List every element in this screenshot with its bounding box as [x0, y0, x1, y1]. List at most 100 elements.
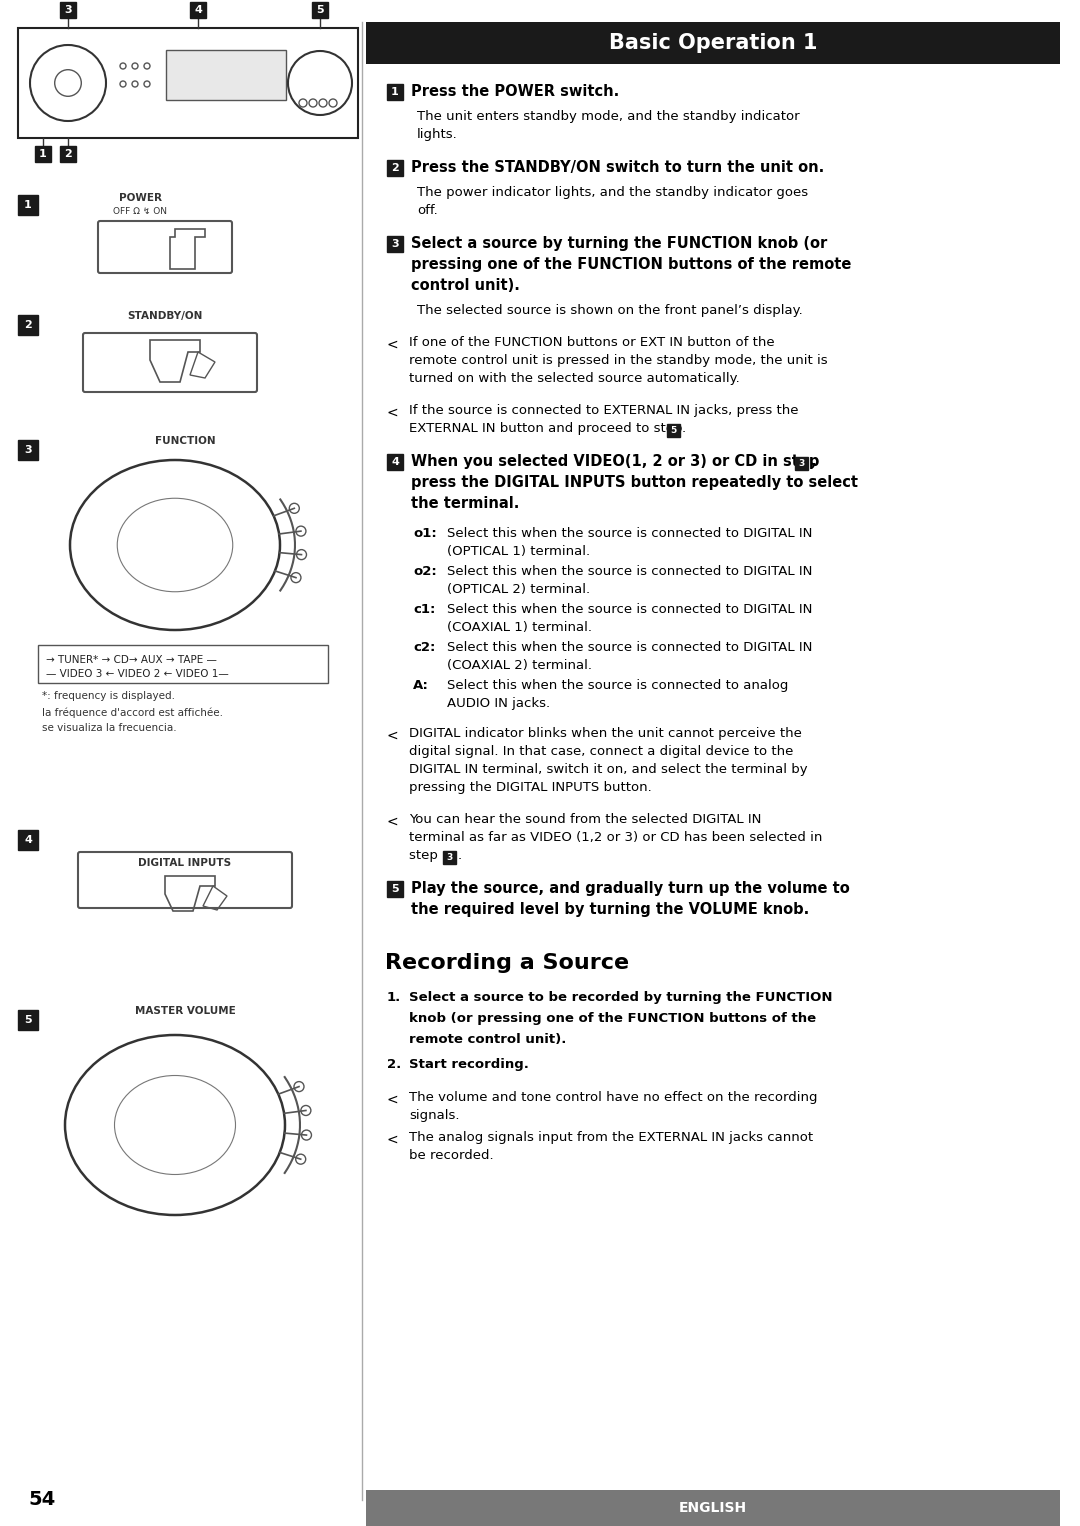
FancyBboxPatch shape	[387, 160, 403, 175]
Text: o2:: o2:	[413, 565, 436, 578]
Text: 4: 4	[24, 835, 32, 845]
Text: (COAXIAL 1) terminal.: (COAXIAL 1) terminal.	[447, 621, 592, 633]
Text: <: <	[387, 406, 399, 420]
Text: off.: off.	[417, 204, 437, 217]
Text: digital signal. In that case, connect a digital device to the: digital signal. In that case, connect a …	[409, 745, 794, 758]
Text: 2: 2	[24, 320, 32, 330]
FancyBboxPatch shape	[83, 333, 257, 392]
FancyBboxPatch shape	[60, 146, 76, 162]
Text: ,: ,	[810, 455, 815, 468]
FancyBboxPatch shape	[795, 456, 808, 470]
Text: .: .	[681, 423, 686, 435]
Text: step: step	[409, 848, 442, 862]
Text: c1:: c1:	[413, 603, 435, 617]
Text: 4: 4	[194, 5, 202, 15]
FancyBboxPatch shape	[98, 221, 232, 273]
Text: remote control unit is pressed in the standby mode, the unit is: remote control unit is pressed in the st…	[409, 354, 827, 366]
Text: the terminal.: the terminal.	[411, 496, 519, 511]
Text: 3: 3	[391, 240, 399, 249]
Text: control unit).: control unit).	[411, 278, 519, 293]
Text: 1: 1	[24, 200, 32, 211]
Text: Select this when the source is connected to DIGITAL IN: Select this when the source is connected…	[447, 641, 812, 655]
Text: (OPTICAL 2) terminal.: (OPTICAL 2) terminal.	[447, 583, 590, 597]
FancyBboxPatch shape	[312, 2, 328, 18]
Text: 3: 3	[446, 853, 453, 862]
Text: EXTERNAL IN button and proceed to step: EXTERNAL IN button and proceed to step	[409, 423, 687, 435]
Text: 3: 3	[798, 459, 805, 468]
Text: DIGITAL IN terminal, switch it on, and select the terminal by: DIGITAL IN terminal, switch it on, and s…	[409, 763, 808, 777]
Text: 3: 3	[64, 5, 71, 15]
Text: FUNCTION: FUNCTION	[154, 436, 215, 446]
Text: terminal as far as VIDEO (1,2 or 3) or CD has been selected in: terminal as far as VIDEO (1,2 or 3) or C…	[409, 832, 822, 844]
Text: 2: 2	[391, 163, 399, 172]
Text: knob (or pressing one of the FUNCTION buttons of the: knob (or pressing one of the FUNCTION bu…	[409, 1012, 816, 1025]
Text: The volume and tone control have no effect on the recording: The volume and tone control have no effe…	[409, 1091, 818, 1103]
Text: You can hear the sound from the selected DIGITAL IN: You can hear the sound from the selected…	[409, 813, 761, 826]
Text: pressing the DIGITAL INPUTS button.: pressing the DIGITAL INPUTS button.	[409, 781, 651, 794]
Text: Select a source to be recorded by turning the FUNCTION: Select a source to be recorded by turnin…	[409, 990, 833, 1004]
Text: STANDBY/ON: STANDBY/ON	[127, 311, 203, 320]
Text: la fréquence d'accord est affichée.: la fréquence d'accord est affichée.	[42, 707, 222, 717]
Text: pressing one of the FUNCTION buttons of the remote: pressing one of the FUNCTION buttons of …	[411, 256, 851, 272]
Text: 1.: 1.	[387, 990, 402, 1004]
Text: — VIDEO 3 ← VIDEO 2 ← VIDEO 1—: — VIDEO 3 ← VIDEO 2 ← VIDEO 1—	[46, 668, 229, 679]
Text: the required level by turning the VOLUME knob.: the required level by turning the VOLUME…	[411, 902, 809, 917]
Text: Start recording.: Start recording.	[409, 1058, 529, 1071]
Text: 1: 1	[39, 150, 46, 159]
Text: (OPTICAL 1) terminal.: (OPTICAL 1) terminal.	[447, 545, 590, 559]
Text: 4: 4	[391, 456, 399, 467]
Text: 5: 5	[24, 1015, 31, 1025]
FancyBboxPatch shape	[18, 314, 38, 336]
FancyBboxPatch shape	[38, 645, 328, 684]
Text: <: <	[387, 1093, 399, 1106]
Text: 3: 3	[24, 446, 31, 455]
Text: 2.: 2.	[387, 1058, 402, 1071]
FancyBboxPatch shape	[35, 146, 51, 162]
Text: Play the source, and gradually turn up the volume to: Play the source, and gradually turn up t…	[411, 881, 850, 896]
Text: The selected source is shown on the front panel’s display.: The selected source is shown on the fron…	[417, 304, 802, 317]
FancyBboxPatch shape	[387, 881, 403, 897]
Text: <: <	[387, 1132, 399, 1148]
FancyBboxPatch shape	[78, 852, 292, 908]
Text: Select this when the source is connected to DIGITAL IN: Select this when the source is connected…	[447, 565, 812, 578]
Text: <: <	[387, 815, 399, 829]
Text: If one of the FUNCTION buttons or EXT IN button of the: If one of the FUNCTION buttons or EXT IN…	[409, 336, 774, 349]
Text: Select this when the source is connected to DIGITAL IN: Select this when the source is connected…	[447, 603, 812, 617]
FancyBboxPatch shape	[60, 2, 76, 18]
FancyBboxPatch shape	[387, 84, 403, 101]
Text: A:: A:	[413, 679, 429, 691]
Text: When you selected VIDEO(1, 2 or 3) or CD in step: When you selected VIDEO(1, 2 or 3) or CD…	[411, 455, 824, 468]
Text: be recorded.: be recorded.	[409, 1149, 494, 1161]
Text: press the DIGITAL INPUTS button repeatedly to select: press the DIGITAL INPUTS button repeated…	[411, 475, 858, 490]
Text: AUDIO IN jacks.: AUDIO IN jacks.	[447, 697, 550, 710]
FancyBboxPatch shape	[387, 237, 403, 252]
FancyBboxPatch shape	[667, 424, 680, 436]
Text: The analog signals input from the EXTERNAL IN jacks cannot: The analog signals input from the EXTERN…	[409, 1131, 813, 1144]
Text: se visualiza la frecuencia.: se visualiza la frecuencia.	[42, 723, 177, 732]
Text: DIGITAL indicator blinks when the unit cannot perceive the: DIGITAL indicator blinks when the unit c…	[409, 726, 801, 740]
Text: If the source is connected to EXTERNAL IN jacks, press the: If the source is connected to EXTERNAL I…	[409, 404, 798, 417]
FancyBboxPatch shape	[18, 830, 38, 850]
Text: Select a source by turning the FUNCTION knob (or: Select a source by turning the FUNCTION …	[411, 237, 827, 250]
Text: 1: 1	[391, 87, 399, 98]
Text: The power indicator lights, and the standby indicator goes: The power indicator lights, and the stan…	[417, 186, 808, 198]
Text: Select this when the source is connected to analog: Select this when the source is connected…	[447, 679, 788, 691]
Text: The unit enters standby mode, and the standby indicator: The unit enters standby mode, and the st…	[417, 110, 799, 124]
Text: 5: 5	[391, 884, 399, 894]
Text: lights.: lights.	[417, 128, 458, 140]
Text: <: <	[387, 337, 399, 353]
Text: signals.: signals.	[409, 1109, 459, 1122]
Text: .: .	[458, 848, 462, 862]
Text: Select this when the source is connected to DIGITAL IN: Select this when the source is connected…	[447, 526, 812, 540]
Text: 54: 54	[28, 1489, 55, 1509]
Text: (COAXIAL 2) terminal.: (COAXIAL 2) terminal.	[447, 659, 592, 671]
FancyBboxPatch shape	[366, 21, 1059, 64]
FancyBboxPatch shape	[387, 455, 403, 470]
Text: DIGITAL INPUTS: DIGITAL INPUTS	[138, 858, 231, 868]
Text: Press the POWER switch.: Press the POWER switch.	[411, 84, 619, 99]
FancyBboxPatch shape	[18, 195, 38, 215]
Text: 5: 5	[316, 5, 324, 15]
Text: 5: 5	[671, 426, 677, 435]
Text: <: <	[387, 729, 399, 743]
FancyBboxPatch shape	[443, 852, 456, 864]
